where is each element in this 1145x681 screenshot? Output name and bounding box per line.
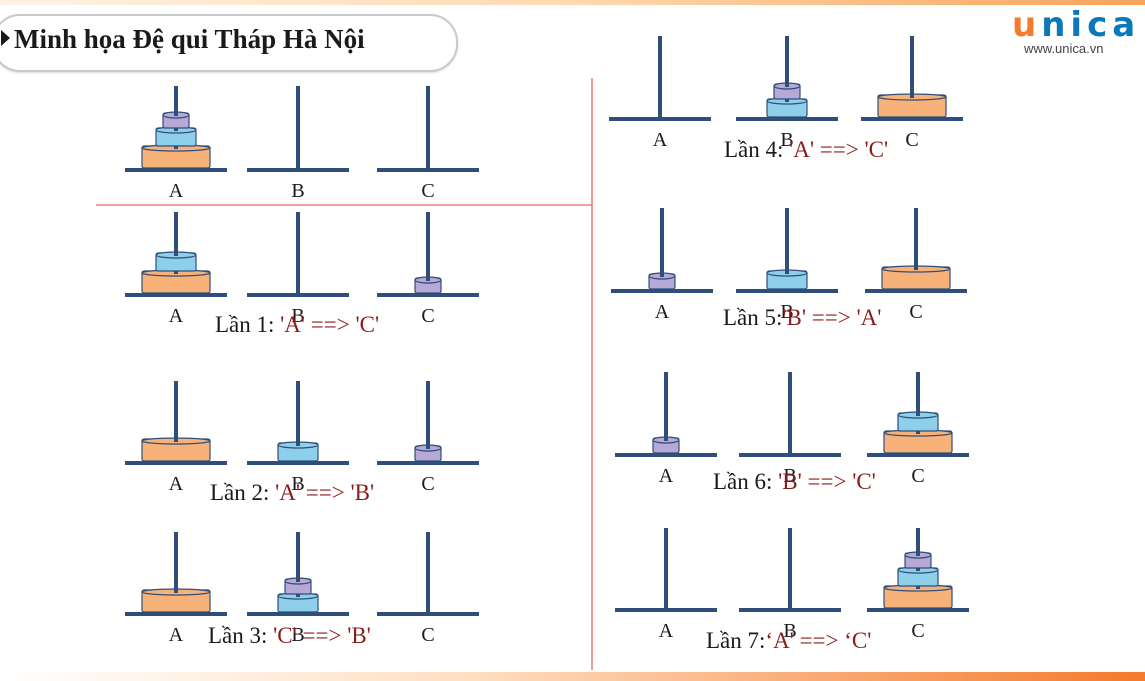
peg-label-a: A xyxy=(169,473,184,495)
move-caption: Lần 6: 'B' ==> 'C' xyxy=(713,469,876,495)
peg-label-a: A xyxy=(169,180,184,202)
disk-medium xyxy=(156,127,196,146)
disk-large xyxy=(884,585,952,608)
move-caption-label: Lần 6: xyxy=(713,469,778,494)
tower-state-0: A B C xyxy=(125,86,479,202)
peg-label-a: A xyxy=(169,305,184,327)
move-caption-label: Lần 5: xyxy=(723,305,782,330)
move-caption: Lần 4: 'A' ==> 'C' xyxy=(724,137,888,163)
move-caption-label: Lần 7: xyxy=(706,628,765,653)
disk-medium xyxy=(767,98,807,117)
peg-label-a: A xyxy=(659,465,674,487)
move-caption-move: 'B' ==> 'C' xyxy=(778,469,876,494)
move-caption: Lần 3: 'C' ==> 'B' xyxy=(208,623,371,649)
disk-large xyxy=(142,145,210,168)
disk-small xyxy=(774,83,800,99)
peg-label-a: A xyxy=(653,129,668,151)
disk-large xyxy=(878,94,946,117)
move-caption-label: Lần 1: xyxy=(215,312,280,337)
disk-medium xyxy=(278,442,318,461)
disk-medium xyxy=(156,252,196,271)
disk-small xyxy=(905,552,931,568)
move-caption-move: 'B' ==> 'A' xyxy=(782,305,881,330)
peg-label-a: A xyxy=(655,301,670,323)
peg-label-c: C xyxy=(909,301,922,323)
disk-large xyxy=(884,430,952,453)
disk-large xyxy=(882,266,950,289)
peg-label-b: B xyxy=(291,180,304,202)
move-caption-label: Lần 4: xyxy=(724,137,789,162)
disk-medium xyxy=(898,567,938,586)
disk-large xyxy=(142,270,210,293)
peg-label-c: C xyxy=(911,620,924,642)
peg-label-a: A xyxy=(659,620,674,642)
move-caption-move: 'A' ==> 'C' xyxy=(280,312,379,337)
move-caption: Lần 7:‘A' ==> ‘C' xyxy=(706,628,871,654)
disk-medium xyxy=(767,270,807,289)
disk-medium xyxy=(898,412,938,431)
move-caption-label: Lần 3: xyxy=(208,623,273,648)
disk-medium xyxy=(278,593,318,612)
move-caption: Lần 2: 'A' ==> 'B' xyxy=(210,480,374,506)
peg-label-a: A xyxy=(169,624,184,646)
towers-layer: A B CA B CA B CA B CA B CA B CA B CA B C xyxy=(125,36,969,646)
peg-label-c: C xyxy=(421,624,434,646)
peg-label-c: C xyxy=(421,473,434,495)
move-caption-move: 'A' ==> 'B' xyxy=(275,480,374,505)
move-caption: Lần 1: 'A' ==> 'C' xyxy=(215,312,379,338)
disk-large xyxy=(142,589,210,612)
peg-label-c: C xyxy=(421,180,434,202)
move-caption-label: Lần 2: xyxy=(210,480,275,505)
move-caption-move: 'A' ==> 'C' xyxy=(789,137,888,162)
move-caption-move: 'C' ==> 'B' xyxy=(273,623,371,648)
peg-label-c: C xyxy=(911,465,924,487)
peg-label-c: C xyxy=(905,129,918,151)
disk-small xyxy=(649,273,675,289)
disk-small xyxy=(653,437,679,453)
move-caption-move: ‘A' ==> ‘C' xyxy=(765,628,871,653)
disk-large xyxy=(142,438,210,461)
disk-small xyxy=(163,112,189,128)
disk-small xyxy=(285,578,311,594)
peg-label-c: C xyxy=(421,305,434,327)
move-caption: Lần 5:'B' ==> 'A' xyxy=(723,305,881,331)
disk-small xyxy=(415,445,441,461)
disk-small xyxy=(415,277,441,293)
